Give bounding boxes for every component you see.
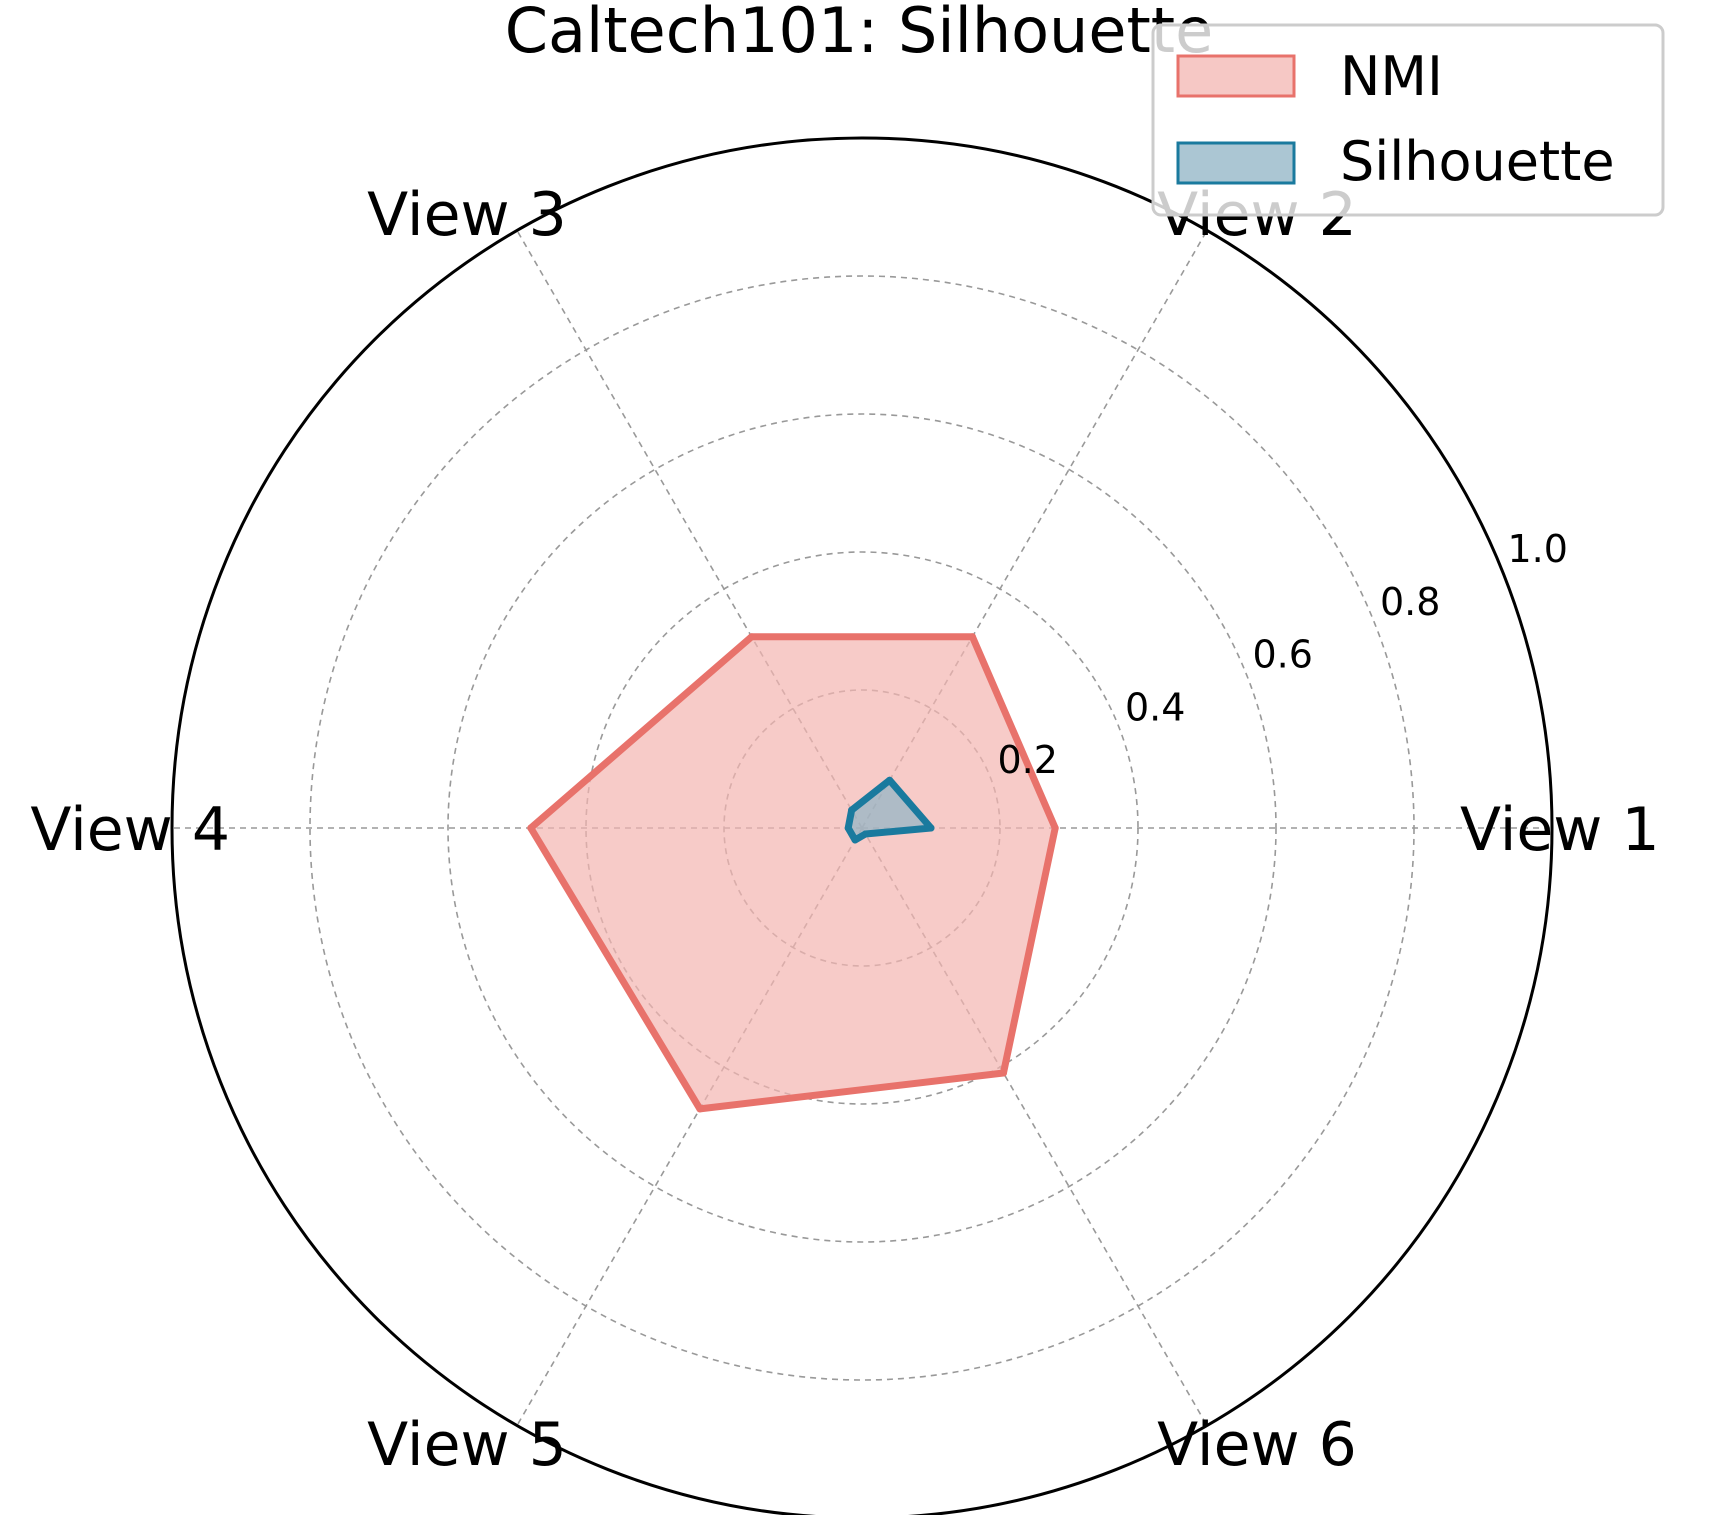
legend: NMI Silhouette: [1151, 23, 1665, 217]
legend-label-silhouette: Silhouette: [1340, 130, 1615, 193]
r-tick-label: 0.2: [997, 738, 1057, 782]
grid-ring-2: [447, 413, 1277, 1243]
series-fill-silhouette: [848, 780, 931, 840]
point-silhouette-view-5: [851, 836, 859, 844]
point-silhouette-view-2: [886, 776, 894, 784]
point-nmi-view-6: [999, 1069, 1007, 1077]
r-tick-label: 0.8: [1380, 580, 1440, 624]
r-tick-label: 0.6: [1252, 633, 1312, 677]
outer-ring: [170, 136, 1554, 1515]
series-layer: [527, 633, 1059, 1113]
legend-label-nmi: NMI: [1340, 45, 1443, 108]
chart-title: Caltech101: Silhouette: [505, 0, 1214, 67]
axis-label-view-1: View 1: [1460, 795, 1660, 865]
axis-label-view-6: View 6: [1157, 1410, 1357, 1480]
point-silhouette-view-4: [844, 824, 852, 832]
legend-swatch-nmi: [1176, 54, 1296, 98]
point-silhouette-view-1: [927, 824, 935, 832]
point-nmi-view-5: [696, 1105, 704, 1113]
axis-label-view-3: View 3: [367, 180, 567, 250]
point-nmi-view-1: [1051, 824, 1059, 832]
r-tick-label: 0.4: [1125, 685, 1185, 729]
legend-swatch-silhouette: [1176, 141, 1296, 185]
axis-label-view-4: View 4: [30, 795, 230, 865]
point-nmi-view-2: [968, 633, 976, 641]
point-nmi-view-3: [748, 633, 756, 641]
point-silhouette-view-3: [848, 806, 856, 814]
point-silhouette-view-6: [861, 830, 869, 838]
r-tick-label: 1.0: [1507, 527, 1567, 571]
series-fill-nmi: [530, 636, 1056, 1109]
point-nmi-view-4: [527, 824, 535, 832]
axis-label-view-5: View 5: [367, 1410, 567, 1480]
